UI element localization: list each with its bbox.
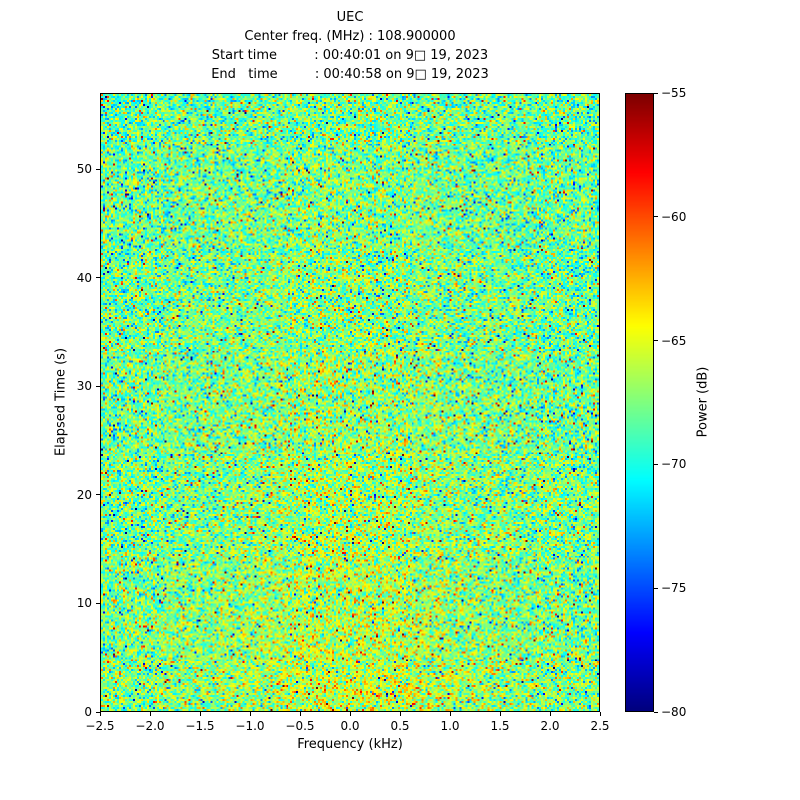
y-tick-mark: [96, 385, 100, 387]
center-freq-line: Center freq. (MHz) : 108.900000: [244, 29, 456, 44]
colorbar-tick-mark: [654, 711, 658, 713]
colorbar: [625, 93, 654, 712]
x-tick-mark: [249, 712, 251, 716]
colorbar-label: Power (dB): [695, 366, 711, 438]
x-tick-label: −2.5: [85, 719, 115, 733]
x-tick-mark: [199, 712, 201, 716]
x-tick-mark: [449, 712, 451, 716]
colorbar-canvas: [626, 94, 653, 711]
colorbar-tick-mark: [654, 92, 658, 94]
colorbar-tick-label: −70: [661, 457, 687, 472]
colorbar-tick-mark: [654, 340, 658, 342]
y-tick-label: 40: [76, 270, 92, 285]
y-axis-label: Elapsed Time (s): [53, 347, 69, 457]
x-tick-mark: [499, 712, 501, 716]
x-tick-label: 2.5: [590, 719, 610, 733]
y-tick-label: 30: [76, 379, 92, 394]
x-tick-label: −0.5: [285, 719, 315, 733]
colorbar-tick-label: −75: [661, 581, 687, 596]
x-tick-label: 1.5: [490, 719, 510, 733]
y-tick-label: 10: [76, 596, 92, 611]
colorbar-tick-label: −55: [661, 86, 687, 100]
x-tick-label: −1.5: [185, 719, 215, 733]
x-tick-label: 2.0: [540, 719, 560, 733]
start-time-line: Start time : 00:40:01 on 9□ 19, 2023: [211, 48, 489, 63]
end-time-line: End time : 00:40:58 on 9□ 19, 2023: [211, 67, 489, 82]
y-tick-mark: [96, 277, 100, 279]
y-tick-mark: [96, 494, 100, 496]
x-tick-mark: [99, 712, 101, 716]
colorbar-tick-mark: [654, 463, 658, 465]
colorbar-tick-label: −80: [661, 705, 687, 719]
y-tick-mark: [96, 168, 100, 170]
x-tick-mark: [599, 712, 601, 716]
x-axis-label: Frequency (kHz): [297, 737, 403, 752]
y-tick-label: 50: [76, 162, 92, 177]
x-tick-label: −2.0: [135, 719, 165, 733]
x-tick-label: 1.0: [440, 719, 460, 733]
colorbar-tick-mark: [654, 216, 658, 218]
x-tick-mark: [549, 712, 551, 716]
colorbar-tick-mark: [654, 587, 658, 589]
y-tick-mark: [96, 602, 100, 604]
x-tick-mark: [149, 712, 151, 716]
plot-area: [100, 93, 600, 712]
x-tick-mark: [349, 712, 351, 716]
chart-header: UEC Center freq. (MHz) : 108.900000 Star…: [100, 8, 600, 84]
y-tick-mark: [96, 711, 100, 713]
y-tick-label: 20: [76, 487, 92, 502]
y-tick-label: 0: [84, 705, 92, 719]
chart-title: UEC: [336, 10, 364, 25]
x-tick-mark: [299, 712, 301, 716]
x-tick-label: −1.0: [235, 719, 265, 733]
x-tick-label: 0.0: [340, 719, 360, 733]
x-tick-mark: [399, 712, 401, 716]
colorbar-tick-label: −60: [661, 209, 687, 224]
spectrogram-canvas: [101, 94, 599, 711]
x-tick-label: 0.5: [390, 719, 410, 733]
colorbar-tick-label: −65: [661, 333, 687, 348]
